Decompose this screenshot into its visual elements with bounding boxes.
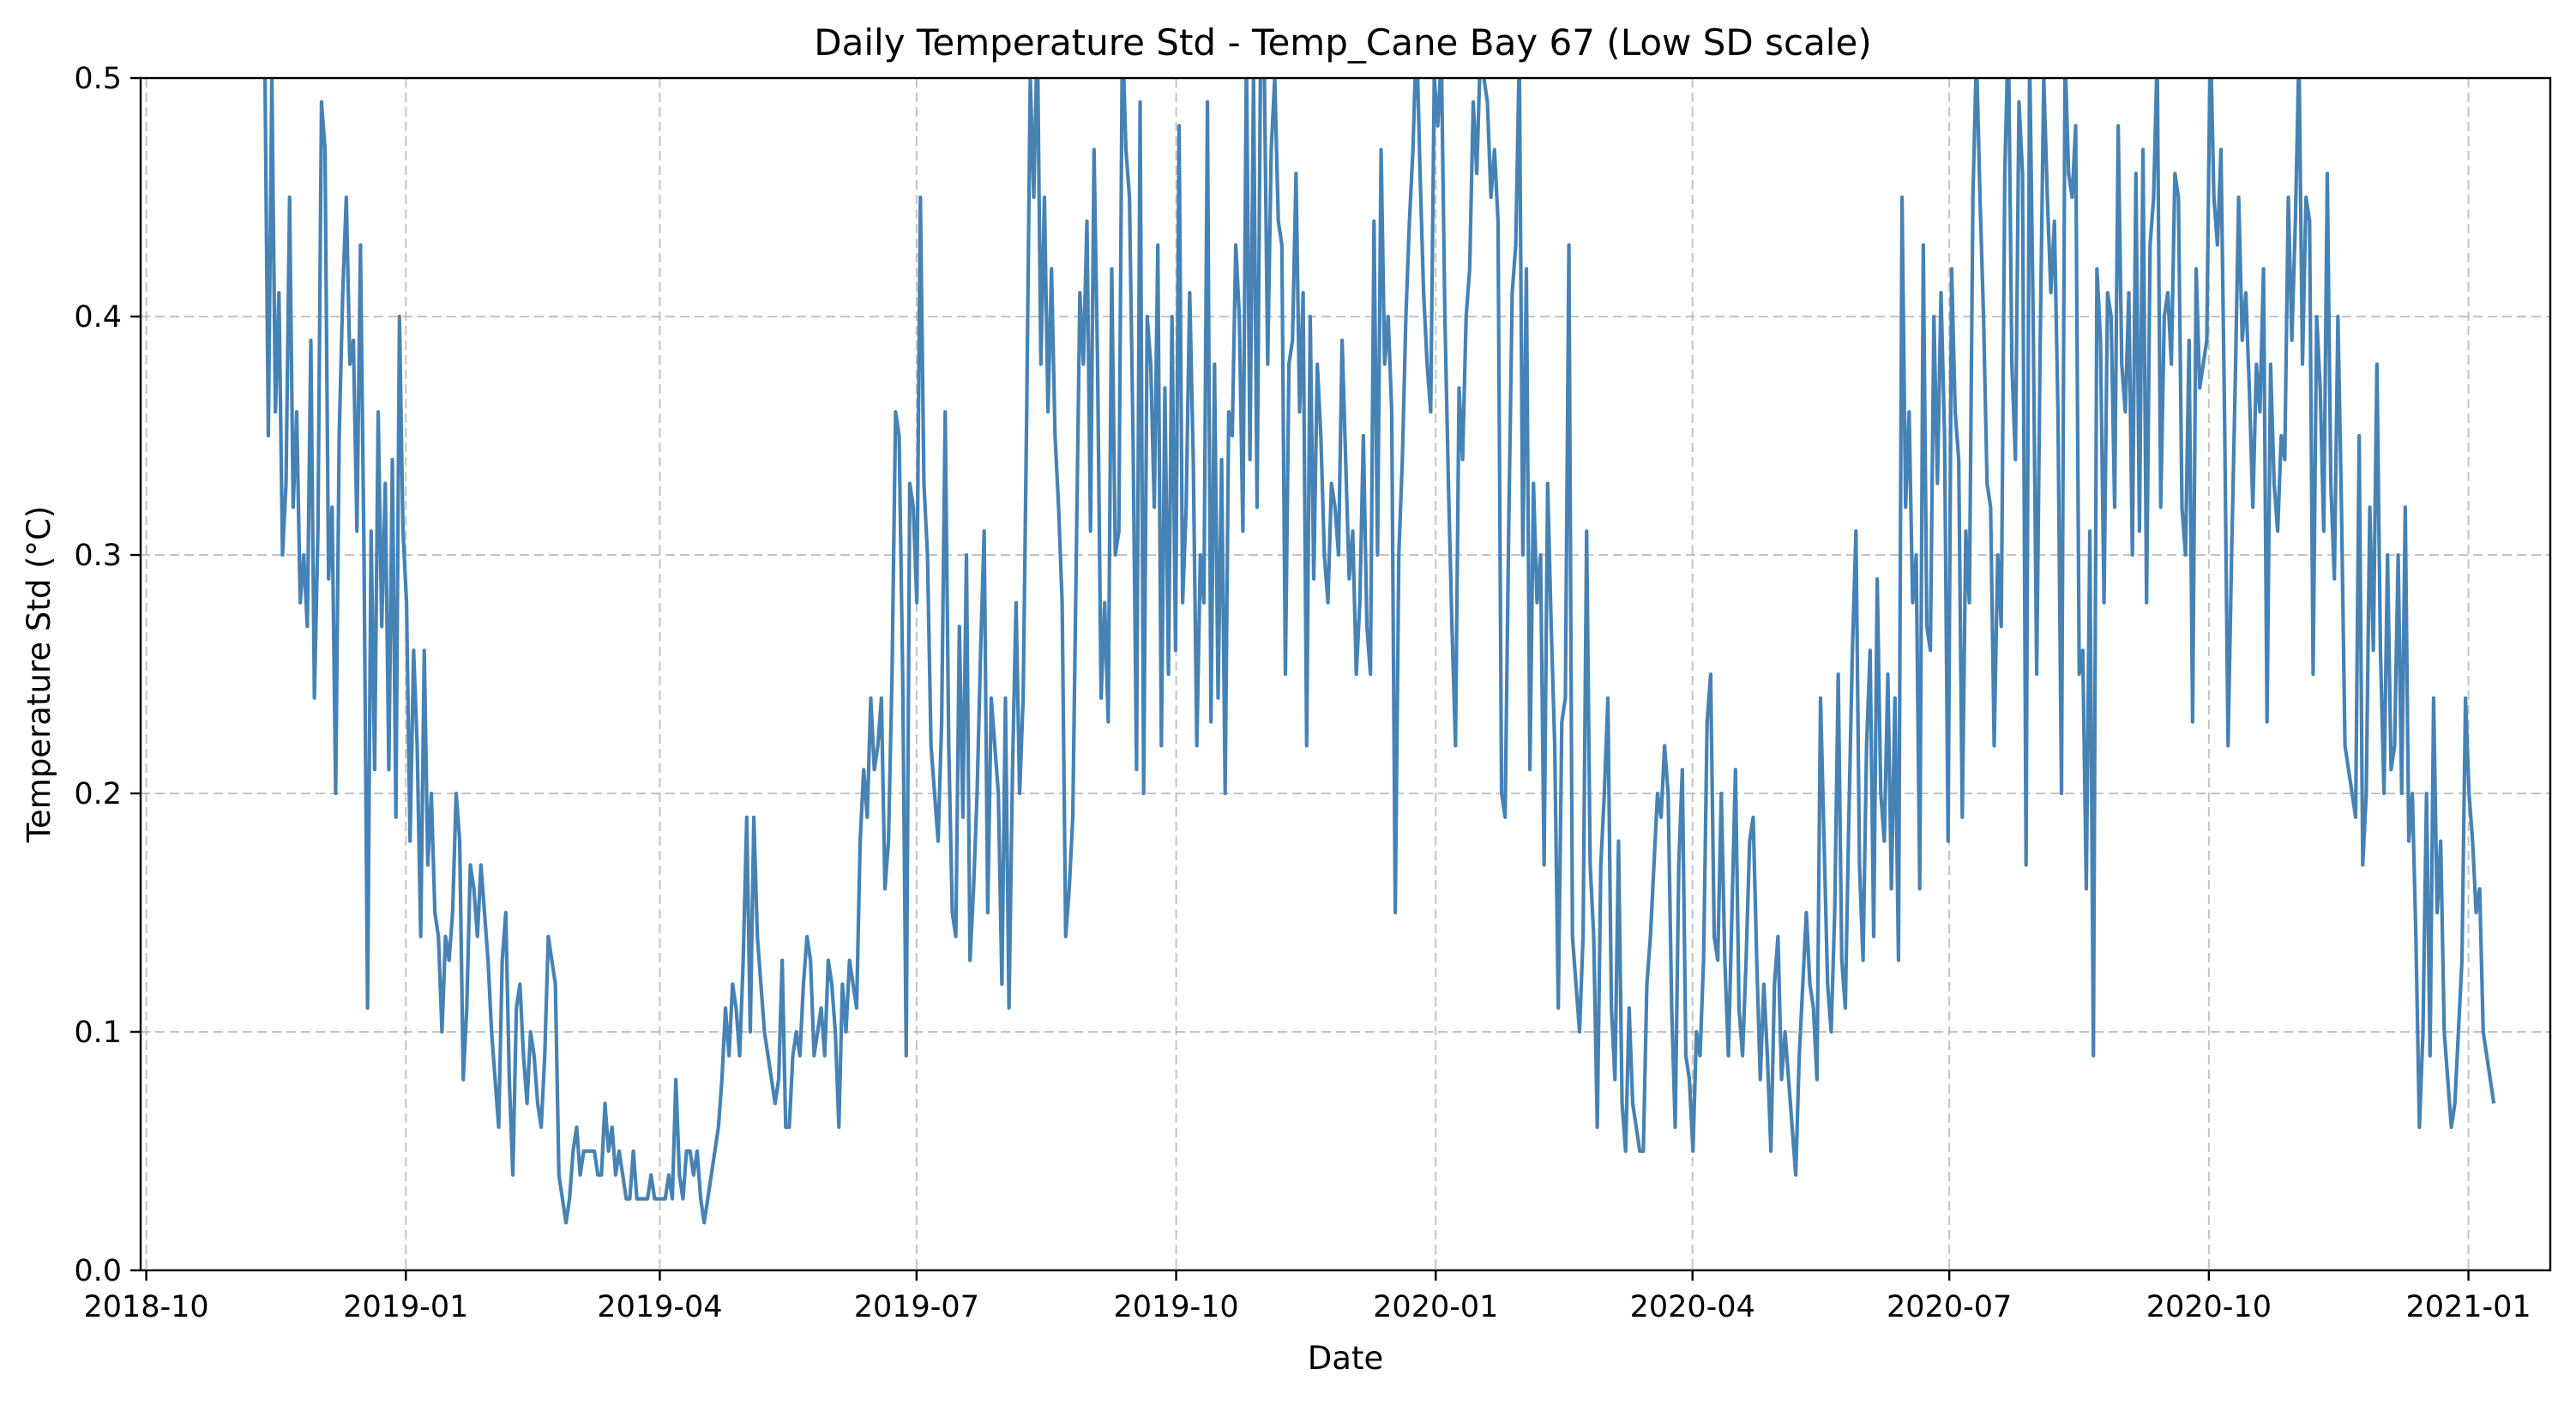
x-tick-label: 2019-01	[343, 1290, 468, 1324]
y-axis-label: Temperature Std (°C)	[21, 506, 57, 844]
x-tick-label: 2020-07	[1887, 1290, 2012, 1324]
y-tick-label: 0.2	[74, 777, 122, 811]
y-tick-label: 0.4	[74, 300, 122, 335]
axis-ticks: 2018-10 2019-01 2019-04 2019-07 2019-10 2020-…	[74, 62, 2531, 1324]
y-tick-label: 0.1	[74, 1016, 122, 1050]
chart-title: Daily Temperature Std - Temp_Cane Bay 67…	[814, 21, 1871, 63]
x-tick-label: 2019-07	[854, 1290, 979, 1324]
x-tick-label: 2020-01	[1373, 1290, 1498, 1324]
x-tick-label: 2020-04	[1630, 1290, 1755, 1324]
series-layer	[262, 78, 2496, 1225]
x-tick-label: 2021-01	[2405, 1290, 2531, 1324]
y-tick-label: 0.0	[74, 1254, 122, 1288]
x-tick-label: 2019-10	[1113, 1290, 1238, 1324]
series-line	[262, 78, 2496, 1225]
y-tick-label: 0.3	[74, 539, 122, 573]
x-tick-label: 2018-10	[83, 1290, 208, 1324]
y-tick-label: 0.5	[74, 62, 122, 96]
x-axis-label: Date	[1308, 1340, 1383, 1377]
plot-frame	[139, 76, 2552, 1272]
x-tick-label: 2020-10	[2146, 1290, 2272, 1324]
x-tick-label: 2019-04	[597, 1290, 722, 1324]
